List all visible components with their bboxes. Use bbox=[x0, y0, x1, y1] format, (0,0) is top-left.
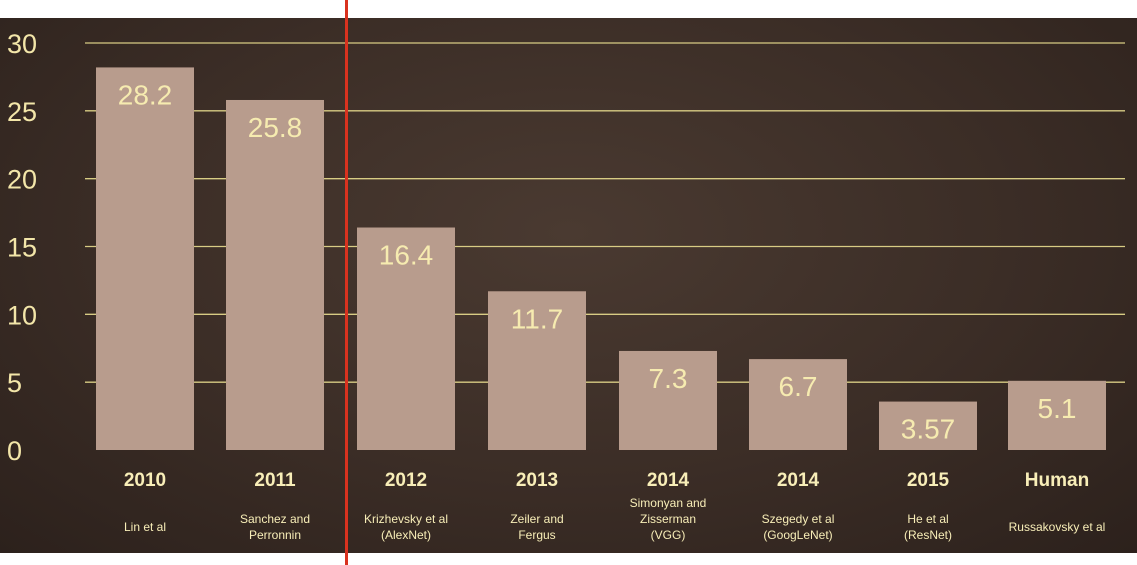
data-label: 6.7 bbox=[779, 371, 818, 402]
bar-0 bbox=[96, 67, 194, 451]
bar-6 bbox=[879, 401, 977, 450]
data-label: 5.1 bbox=[1038, 393, 1077, 424]
bar-5 bbox=[749, 359, 847, 450]
data-label: 11.7 bbox=[511, 303, 563, 334]
y-tick-label: 0 bbox=[7, 436, 22, 466]
category-labels: 2010 Lin et al 2011 Sanchez and Perronnin 201… bbox=[124, 470, 1105, 542]
data-labels: 28.2 25.8 16.4 11.7 7.3 6.7 3.57 5.1 bbox=[118, 79, 1077, 444]
category-label: 2011 bbox=[254, 470, 296, 491]
bar-chart: 0 5 10 15 20 25 30 28.2 25.8 16.4 11.7 7.3 6.7 3.57 5… bbox=[7, 29, 1125, 542]
bar-2 bbox=[357, 227, 455, 450]
author-label: He et al bbox=[907, 512, 948, 526]
y-tick-label: 10 bbox=[7, 300, 37, 330]
category-label: 2014 bbox=[777, 470, 820, 491]
author-label: (GoogLeNet) bbox=[763, 528, 832, 542]
chart-panel: 0 5 10 15 20 25 30 28.2 25.8 16.4 11.7 7.3 6.7 3.57 5… bbox=[0, 18, 1137, 553]
y-tick-label: 25 bbox=[7, 97, 37, 127]
author-label: (VGG) bbox=[651, 528, 686, 542]
category-label: 2014 bbox=[647, 470, 690, 491]
author-label: Krizhevsky et al bbox=[364, 512, 448, 526]
author-label: (ResNet) bbox=[904, 528, 952, 542]
author-label: Simonyan and bbox=[630, 496, 707, 510]
bar-1 bbox=[226, 99, 324, 450]
bar-4 bbox=[619, 350, 717, 450]
data-label: 7.3 bbox=[649, 363, 688, 394]
author-label: Russakovsky et al bbox=[1009, 520, 1106, 534]
bar-3 bbox=[488, 291, 586, 450]
y-tick-label: 5 bbox=[7, 368, 22, 398]
data-label: 3.57 bbox=[901, 414, 956, 445]
red-divider-line bbox=[345, 0, 348, 565]
category-label: 2015 bbox=[907, 470, 950, 491]
y-tick-label: 15 bbox=[7, 233, 37, 263]
category-label: 2010 bbox=[124, 470, 166, 491]
bars bbox=[96, 67, 1106, 451]
y-tick-label: 30 bbox=[7, 29, 37, 59]
author-label: (AlexNet) bbox=[381, 528, 431, 542]
category-label: Human bbox=[1025, 470, 1089, 491]
y-tick-label: 20 bbox=[7, 165, 37, 195]
author-label: Szegedy et al bbox=[762, 512, 835, 526]
data-label: 25.8 bbox=[248, 112, 303, 143]
y-axis-ticks: 0 5 10 15 20 25 30 bbox=[7, 29, 37, 466]
author-label: Fergus bbox=[518, 528, 555, 542]
data-label: 28.2 bbox=[118, 79, 173, 110]
author-label: Zeiler and bbox=[510, 512, 563, 526]
data-label: 16.4 bbox=[379, 240, 434, 271]
category-label: 2012 bbox=[385, 470, 427, 491]
author-label: Perronnin bbox=[249, 528, 301, 542]
category-label: 2013 bbox=[516, 470, 558, 491]
author-label: Zisserman bbox=[640, 512, 696, 526]
author-label: Lin et al bbox=[124, 520, 166, 534]
author-label: Sanchez and bbox=[240, 512, 310, 526]
bar-7 bbox=[1008, 380, 1106, 450]
